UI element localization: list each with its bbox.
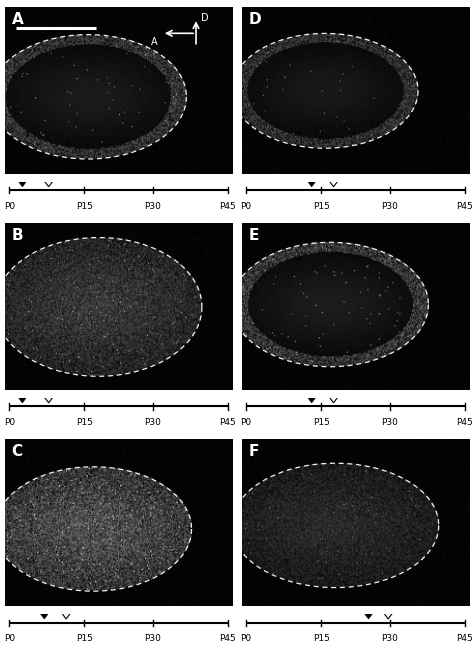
Polygon shape: [36, 607, 53, 619]
Text: P45: P45: [219, 634, 236, 643]
Text: P0: P0: [240, 202, 252, 211]
Polygon shape: [380, 607, 397, 619]
Text: P45: P45: [456, 634, 473, 643]
Text: F: F: [248, 444, 259, 459]
Text: P30: P30: [144, 418, 161, 427]
Polygon shape: [40, 391, 57, 403]
Text: P45: P45: [456, 202, 473, 211]
Text: C: C: [11, 444, 23, 459]
Text: A: A: [151, 36, 157, 47]
Text: P0: P0: [4, 634, 15, 643]
Text: P45: P45: [219, 202, 236, 211]
Text: P15: P15: [76, 202, 93, 211]
Polygon shape: [40, 175, 57, 187]
Text: A: A: [11, 12, 23, 27]
Text: P30: P30: [144, 202, 161, 211]
Text: P15: P15: [76, 418, 93, 427]
Text: P30: P30: [381, 202, 398, 211]
Text: P0: P0: [240, 634, 252, 643]
Text: D: D: [248, 12, 261, 27]
Text: P0: P0: [4, 202, 15, 211]
Polygon shape: [325, 175, 342, 187]
Text: P15: P15: [313, 418, 330, 427]
Text: P45: P45: [219, 418, 236, 427]
Text: P0: P0: [240, 418, 252, 427]
Text: P15: P15: [313, 202, 330, 211]
Text: P30: P30: [144, 634, 161, 643]
Text: P30: P30: [381, 418, 398, 427]
Polygon shape: [360, 607, 377, 619]
Polygon shape: [303, 175, 320, 187]
Text: P45: P45: [456, 418, 473, 427]
Text: P0: P0: [4, 418, 15, 427]
Text: B: B: [11, 228, 23, 243]
Polygon shape: [14, 391, 31, 403]
Text: D: D: [201, 13, 208, 23]
Polygon shape: [325, 391, 342, 403]
Polygon shape: [14, 175, 31, 187]
Polygon shape: [57, 607, 75, 619]
Text: P15: P15: [76, 634, 93, 643]
Polygon shape: [303, 391, 320, 403]
Text: E: E: [248, 228, 259, 243]
Text: P30: P30: [381, 634, 398, 643]
Text: P15: P15: [313, 634, 330, 643]
